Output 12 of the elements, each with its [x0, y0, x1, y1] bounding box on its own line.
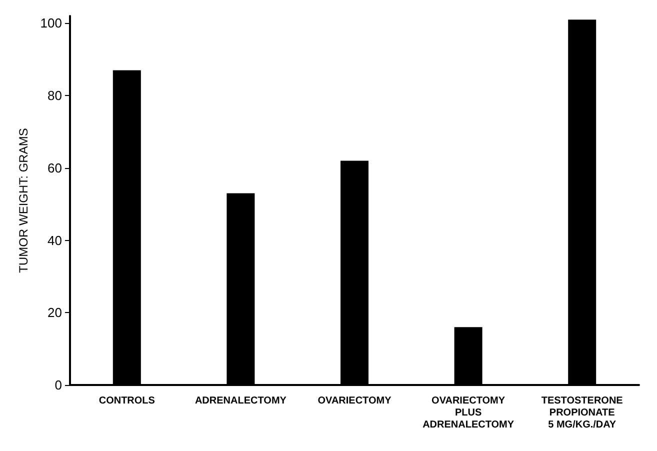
x-tick-label: OVARIECTOMY PLUS ADRENALECTOMY: [422, 396, 514, 430]
y-axis-title: TUMOR WEIGHT: GRAMS: [16, 128, 30, 273]
y-tick-label: 40: [48, 232, 62, 248]
y-tick-label: 100: [40, 16, 62, 31]
x-tick-label: CONTROLS: [98, 396, 156, 406]
y-tick-label: 80: [48, 88, 62, 104]
y-tick-label: 20: [48, 305, 62, 320]
x-tick-label: TESTOSTERONE PROPIONATE 5 MG/KG./DAY: [541, 396, 624, 430]
x-tick-label: OVARIECTOMY: [318, 396, 392, 406]
y-tick-label: 0: [54, 378, 62, 392]
x-tick-label: ADRENALECTOMY: [194, 396, 287, 406]
y-tick-label: 60: [48, 160, 62, 176]
